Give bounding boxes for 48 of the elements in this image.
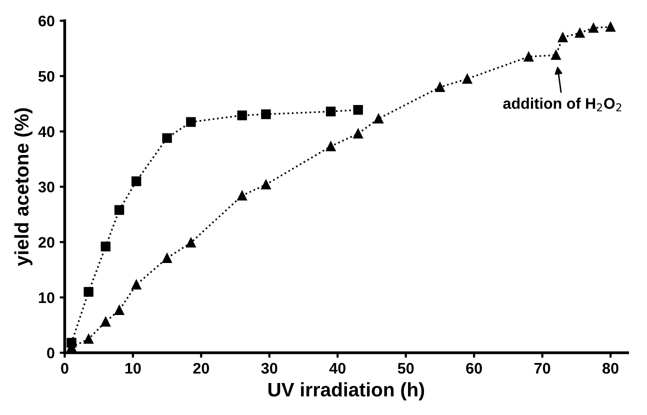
- point: [606, 22, 616, 32]
- point: [186, 238, 196, 248]
- y-tick-label: 30: [38, 182, 54, 192]
- y-tick-label: 10: [38, 292, 54, 304]
- point: [162, 253, 172, 263]
- annotation: addition of H$_{2}$O$_{2}$: [503, 98, 622, 112]
- point: [131, 280, 142, 290]
- x-tick-label: 70: [534, 362, 550, 374]
- x-tick-label: 20: [193, 362, 210, 374]
- x-tick-label: 60: [466, 362, 482, 374]
- point: [131, 176, 142, 186]
- point: [114, 205, 124, 215]
- y-tick-label: 20: [38, 236, 54, 248]
- x-tick-label: 30: [261, 362, 278, 374]
- point: [588, 23, 598, 33]
- point: [524, 52, 534, 62]
- y-tick-label: 60: [38, 16, 54, 26]
- point: [162, 133, 172, 143]
- x-tick-label: 0: [61, 362, 68, 374]
- y-tick-label: 40: [38, 126, 54, 138]
- y-tick-label: 0: [47, 348, 54, 358]
- x-axis-title: UV irradiation (h): [268, 382, 424, 400]
- x-tick-label: 40: [329, 362, 346, 374]
- point: [186, 117, 196, 127]
- point: [551, 50, 561, 60]
- point: [558, 32, 568, 42]
- point: [462, 74, 472, 84]
- point: [100, 242, 110, 252]
- point: [237, 190, 247, 200]
- point: [114, 305, 124, 316]
- point: [353, 128, 363, 138]
- y-axis-title: yield acetone (%): [14, 108, 32, 266]
- x-tick-label: 50: [398, 362, 414, 374]
- point: [435, 82, 445, 92]
- point: [84, 334, 94, 344]
- y-tick-label: 50: [38, 70, 54, 82]
- point: [326, 106, 336, 116]
- point: [326, 141, 336, 152]
- point: [237, 110, 247, 120]
- point: [574, 28, 585, 38]
- x-tick-label: 80: [602, 362, 618, 374]
- point: [374, 114, 384, 124]
- point: [261, 180, 271, 190]
- point: [84, 287, 94, 297]
- point: [353, 104, 363, 115]
- x-tick-label: 10: [125, 362, 141, 374]
- point: [100, 316, 110, 327]
- point: [261, 109, 271, 120]
